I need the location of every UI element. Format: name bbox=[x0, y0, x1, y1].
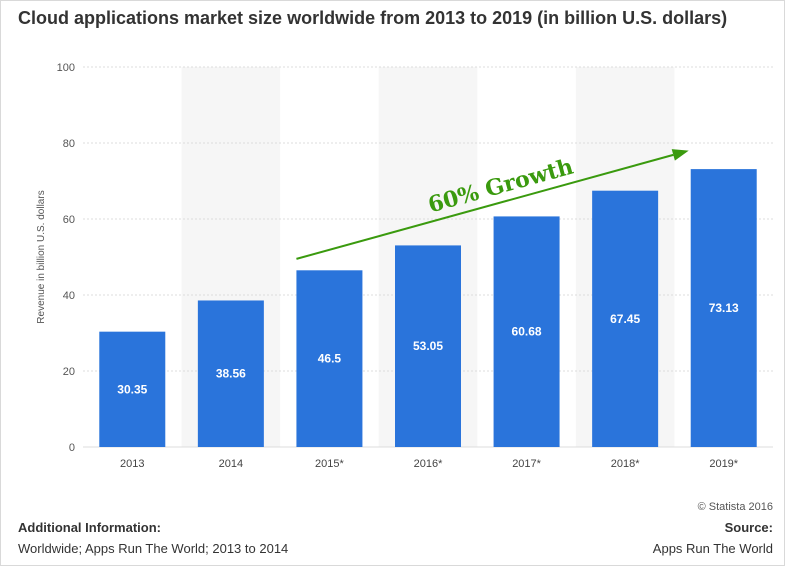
data-label: 30.35 bbox=[117, 382, 147, 396]
chart-title: Cloud applications market size worldwide… bbox=[18, 8, 728, 28]
y-axis-label: Revenue in billion U.S. dollars bbox=[36, 190, 47, 323]
x-tick-label: 2017* bbox=[512, 458, 541, 470]
y-tick-label: 60 bbox=[63, 214, 75, 226]
bar bbox=[99, 331, 166, 447]
x-tick-label: 2014 bbox=[219, 458, 243, 470]
growth-arrow-head bbox=[671, 149, 689, 161]
bar bbox=[296, 270, 363, 447]
data-label: 38.56 bbox=[216, 367, 246, 381]
y-tick-label: 80 bbox=[63, 138, 75, 150]
x-tick-label: 2019* bbox=[709, 458, 738, 470]
data-label: 46.5 bbox=[318, 352, 342, 366]
y-tick-label: 40 bbox=[63, 290, 75, 302]
y-tick-label: 20 bbox=[63, 366, 75, 378]
bar bbox=[197, 300, 264, 447]
bar bbox=[690, 169, 757, 447]
additional-info-text: Worldwide; Apps Run The World; 2013 to 2… bbox=[18, 541, 289, 556]
source-text: Apps Run The World bbox=[652, 541, 773, 556]
bar bbox=[395, 245, 461, 447]
source-title: Source: bbox=[724, 520, 773, 535]
y-tick-label: 100 bbox=[57, 62, 75, 74]
x-tick-label: 2016* bbox=[414, 458, 443, 470]
data-label: 67.45 bbox=[610, 312, 640, 326]
x-tick-label: 2018* bbox=[611, 458, 640, 470]
data-label: 73.13 bbox=[709, 301, 739, 315]
bar bbox=[592, 190, 659, 447]
bar bbox=[493, 216, 560, 447]
copyright-label: © Statista 2016 bbox=[697, 501, 773, 513]
growth-arrow-line bbox=[296, 153, 674, 260]
data-label: 53.05 bbox=[413, 339, 443, 353]
data-label: 60.68 bbox=[512, 325, 542, 339]
y-tick-label: 0 bbox=[69, 442, 75, 454]
additional-info-title: Additional Information: bbox=[18, 520, 161, 535]
x-tick-label: 2013 bbox=[120, 458, 144, 470]
x-tick-label: 2015* bbox=[315, 458, 344, 470]
